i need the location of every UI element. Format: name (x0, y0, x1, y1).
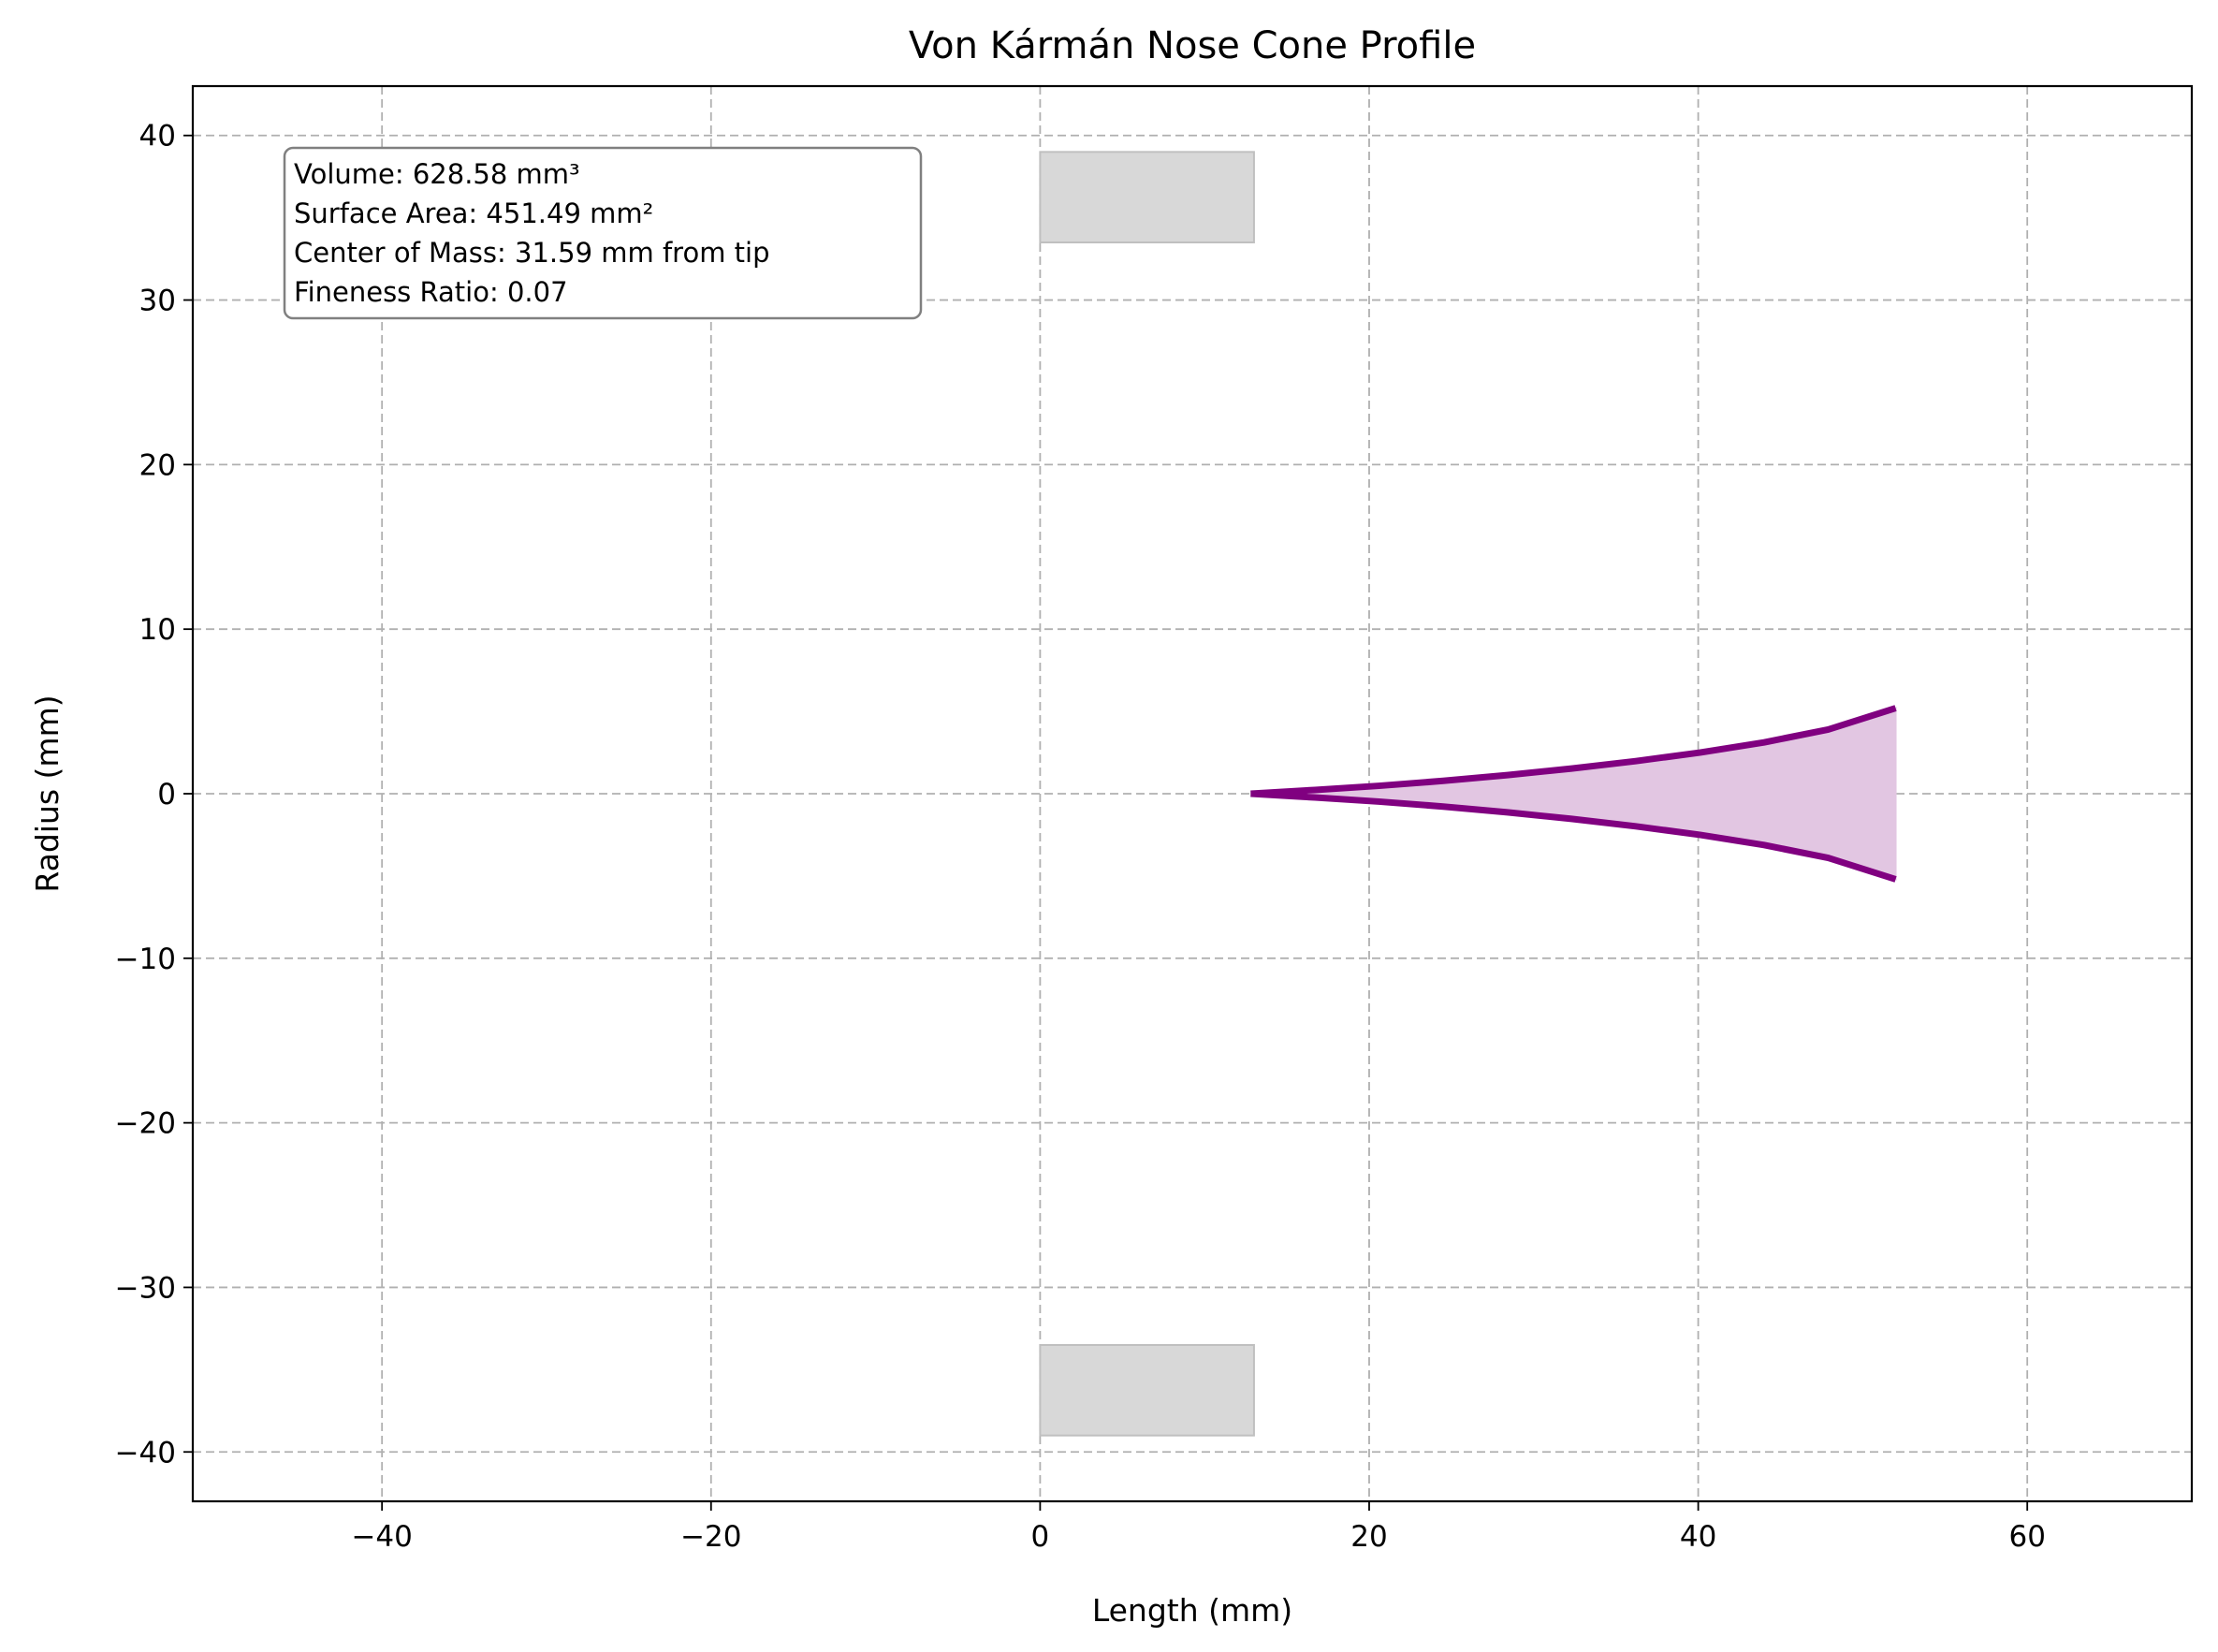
info-box-frame (283, 146, 923, 320)
shaded-block (1039, 1343, 1255, 1437)
y-tick-label: 30 (139, 285, 176, 318)
y-tick-label: −40 (115, 1436, 176, 1469)
info-center-of-mass: Center of Mass: 31.59 mm from tip (294, 237, 770, 269)
x-tick-label: 40 (1680, 1520, 1716, 1554)
x-axis-label: Length (mm) (1092, 1592, 1292, 1629)
x-tick-label: 60 (2008, 1520, 2045, 1554)
y-tick-label: 10 (139, 613, 176, 647)
y-tick-label: 20 (139, 448, 176, 482)
x-tick-label: −40 (351, 1520, 412, 1554)
shaded-block (1039, 151, 1255, 244)
y-tick-label: −30 (115, 1271, 176, 1305)
info-box: Volume: 628.58 mm³ Surface Area: 451.49 … (283, 146, 923, 320)
info-surface-area: Surface Area: 451.49 mm² (294, 197, 653, 229)
shaded-blocks (1039, 151, 1255, 1437)
info-volume: Volume: 628.58 mm³ (294, 158, 580, 190)
info-fineness-ratio: Fineness Ratio: 0.07 (294, 276, 568, 308)
x-tick-label: 20 (1350, 1520, 1387, 1554)
ticks: −40 −20 0 20 40 60 −40 −30 −20 −10 0 10 20 30 40 (115, 120, 2046, 1554)
x-tick-label: 0 (1031, 1520, 1050, 1554)
y-tick-label: 0 (157, 778, 176, 811)
y-tick-label: 40 (139, 120, 176, 154)
x-tick-label: −20 (680, 1520, 741, 1554)
nose-cone-profile (1250, 705, 1897, 883)
y-tick-label: −20 (115, 1107, 176, 1141)
profile-lower-line (1250, 790, 1897, 883)
chart-title: Von Kármán Nose Cone Profile (909, 24, 1476, 67)
y-tick-label: −10 (115, 943, 176, 976)
profile-upper-line (1250, 705, 1897, 797)
y-axis-label: Radius (mm) (29, 694, 66, 892)
